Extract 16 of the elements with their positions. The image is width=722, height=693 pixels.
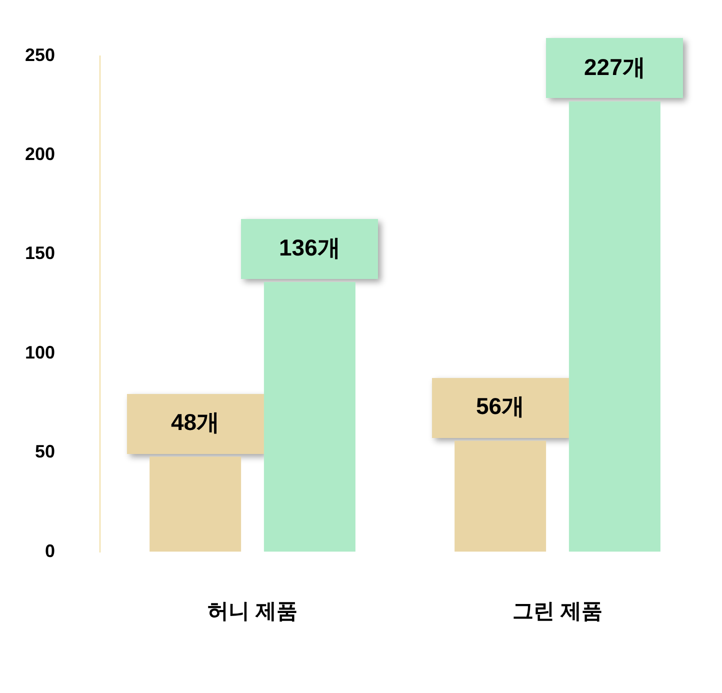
- y-tick-label: 100: [24, 342, 55, 362]
- bar: [150, 456, 242, 552]
- bar: [454, 440, 546, 552]
- x-tick-label: 허니 제품: [208, 600, 298, 624]
- y-tick-label: 250: [24, 44, 55, 65]
- y-tick-label: 200: [24, 144, 55, 164]
- data-label: 136개: [279, 234, 340, 260]
- y-tick-label: 150: [24, 243, 55, 264]
- data-label: 227개: [584, 54, 646, 80]
- y-tick-label: 0: [44, 540, 55, 561]
- data-label: 48개: [171, 408, 220, 435]
- bar: [264, 282, 356, 552]
- x-tick-label: 그린 제품: [512, 600, 602, 624]
- y-tick-label: 50: [34, 442, 55, 462]
- data-label: 56개: [476, 393, 525, 420]
- bar: [568, 101, 660, 552]
